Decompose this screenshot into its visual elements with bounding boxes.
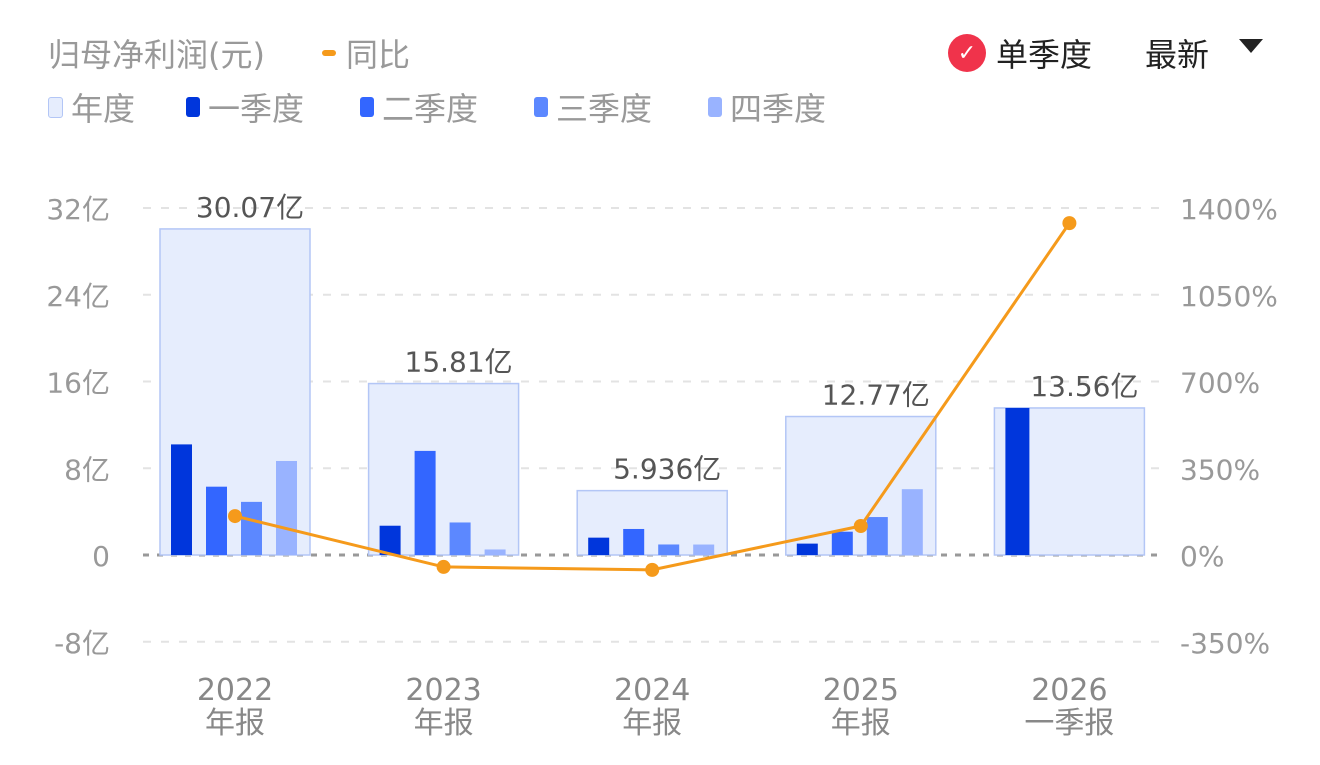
quarter-bar — [484, 549, 506, 555]
yoy-point — [1062, 216, 1077, 231]
x-tick-label: 2025 — [823, 673, 899, 708]
yoy-point — [228, 509, 242, 524]
annual-data-label: 12.77亿 — [822, 379, 930, 412]
legend-q1[interactable]: 一季度 — [186, 84, 304, 130]
quarter-bar — [831, 531, 853, 555]
legend-annual[interactable]: 年度 — [48, 84, 135, 130]
y-left-tick: 8亿 — [64, 453, 110, 486]
annual-data-label: 13.56亿 — [1030, 370, 1138, 403]
quarter-bar — [171, 444, 192, 555]
legend-yoy-label: 同比 — [346, 36, 411, 74]
annual-data-label: 30.07亿 — [196, 191, 304, 224]
yoy-point — [645, 562, 660, 577]
chart-title: 归母净利润(元) — [48, 36, 265, 74]
x-tick-label: 年报 — [622, 706, 682, 741]
yoy-swatch — [322, 50, 336, 56]
legend-label: 一季度 — [208, 90, 305, 128]
latest-dropdown[interactable]: 最新 — [1145, 30, 1264, 76]
legend-q4[interactable]: 四季度 — [708, 84, 826, 130]
legend-label: 四季度 — [730, 90, 827, 128]
quarter-bar — [796, 543, 818, 555]
check-circle-icon: ✓ — [948, 34, 986, 72]
quarter-bar — [241, 501, 262, 555]
quarter-bar — [414, 450, 436, 555]
y-left-tick: 0 — [92, 540, 110, 573]
x-tick-label: 2023 — [405, 673, 481, 708]
x-tick-label: 一季报 — [1024, 706, 1114, 741]
legend-label: 二季度 — [382, 90, 479, 128]
y-right-tick: 700% — [1180, 367, 1260, 400]
quarter-bar — [693, 544, 715, 555]
quarter-bar — [866, 517, 888, 555]
single-quarter-toggle[interactable]: ✓ 单季度 — [948, 30, 1092, 76]
legend-q2[interactable]: 二季度 — [360, 84, 478, 130]
q1-swatch — [186, 97, 200, 117]
y-right-tick: 350% — [1180, 453, 1260, 486]
x-tick-label: 2024 — [614, 673, 690, 708]
x-tick-label: 年报 — [205, 706, 265, 741]
quarter-bar — [901, 489, 923, 555]
legend-q3[interactable]: 三季度 — [534, 84, 652, 130]
quarter-bar — [1005, 407, 1030, 555]
triangle-down-icon — [1239, 39, 1264, 53]
quarter-bar — [206, 486, 227, 555]
quarter-bar — [449, 522, 471, 555]
x-tick-label: 年报 — [831, 706, 891, 741]
y-right-tick: 1400% — [1180, 193, 1278, 226]
legend-label: 年度 — [71, 90, 136, 128]
y-left-tick: -8亿 — [54, 627, 110, 660]
yoy-point — [853, 519, 868, 534]
legend-yoy[interactable]: 同比 — [322, 30, 410, 76]
latest-label: 最新 — [1145, 36, 1210, 74]
yoy-point — [436, 559, 451, 574]
y-left-tick: 32亿 — [46, 193, 110, 226]
y-right-tick: 1050% — [1180, 280, 1278, 313]
annual-data-label: 15.81亿 — [405, 346, 513, 379]
quarter-bar — [588, 537, 610, 555]
q4-swatch — [708, 97, 722, 117]
quarter-bar — [658, 544, 680, 555]
single-quarter-label: 单季度 — [996, 36, 1093, 74]
x-tick-label: 年报 — [414, 706, 474, 741]
quarter-bar — [623, 528, 645, 555]
q3-swatch — [534, 97, 548, 117]
quarter-bar — [276, 460, 297, 555]
legend-label: 三季度 — [556, 90, 653, 128]
y-right-tick: -350% — [1180, 627, 1270, 660]
y-left-tick: 24亿 — [46, 280, 110, 313]
quarter-bar — [379, 525, 401, 555]
y-left-tick: 16亿 — [46, 367, 110, 400]
q2-swatch — [360, 97, 374, 117]
y-right-tick: 0% — [1180, 540, 1224, 573]
x-tick-label: 2026 — [1031, 673, 1107, 708]
x-tick-label: 2022 — [197, 673, 273, 708]
annual-swatch — [48, 96, 63, 118]
annual-data-label: 5.936亿 — [613, 453, 721, 486]
